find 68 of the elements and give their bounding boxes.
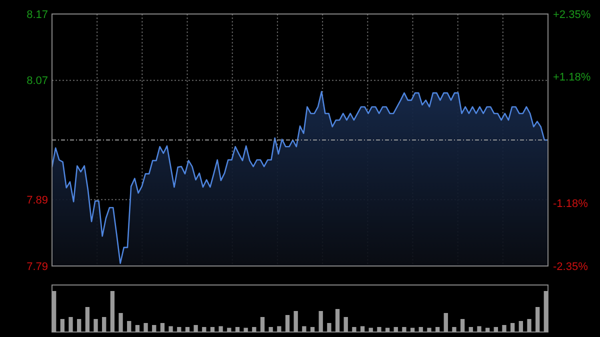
- bar: [285, 315, 290, 332]
- bar: [394, 327, 398, 332]
- bar: [435, 327, 440, 332]
- bar: [402, 327, 406, 332]
- bar: [102, 317, 106, 332]
- bar: [194, 325, 198, 332]
- y-tick-label: 7.79: [26, 260, 48, 273]
- bar: [135, 325, 140, 332]
- bar: [385, 328, 390, 332]
- bar: [294, 311, 298, 332]
- bar: [227, 328, 232, 332]
- bar: [235, 327, 240, 332]
- bar: [344, 317, 348, 332]
- bar: [427, 328, 432, 332]
- bar: [260, 317, 265, 332]
- bar: [468, 327, 473, 332]
- bar: [152, 325, 156, 332]
- bar: [452, 327, 456, 332]
- y-tick-label: 8.07: [26, 75, 48, 88]
- y2-tick-label: +2.35%: [553, 8, 591, 21]
- bar: [302, 326, 306, 332]
- y2-tick-label: -1.18%: [553, 198, 588, 210]
- bar: [444, 313, 448, 332]
- bar: [377, 327, 382, 332]
- bar: [202, 327, 206, 332]
- bar: [360, 326, 365, 332]
- bar: [418, 327, 423, 332]
- bar: [518, 321, 523, 332]
- bar: [527, 319, 532, 332]
- bar: [52, 291, 56, 332]
- bar: [460, 319, 465, 332]
- bar: [177, 327, 182, 332]
- bar: [85, 307, 90, 332]
- bar: [94, 319, 98, 332]
- bar: [477, 326, 482, 332]
- bar: [168, 326, 173, 332]
- bar: [494, 327, 498, 332]
- bar: [160, 323, 165, 332]
- bar: [544, 291, 548, 332]
- bar: [318, 311, 323, 332]
- bar: [268, 327, 273, 332]
- bar: [510, 323, 515, 332]
- y-tick-label: 7.89: [26, 194, 48, 207]
- y-tick-label: 8.17: [26, 8, 48, 21]
- bar: [310, 327, 315, 332]
- bar: [110, 291, 115, 332]
- bar: [210, 327, 215, 332]
- bar: [185, 327, 190, 332]
- bar: [502, 325, 506, 332]
- bar: [68, 317, 73, 332]
- bar: [60, 319, 65, 332]
- y2-tick-label: +1.18%: [553, 72, 591, 84]
- bar: [277, 326, 282, 332]
- bar: [368, 328, 373, 332]
- bar: [77, 319, 82, 332]
- bar: [244, 328, 248, 332]
- bar: [535, 307, 540, 332]
- bar: [218, 326, 223, 332]
- bar: [118, 313, 123, 332]
- y2-tick-label: -2.35%: [553, 260, 588, 273]
- bar: [127, 321, 132, 332]
- bar: [410, 328, 415, 332]
- bar: [327, 323, 332, 332]
- bar: [352, 327, 356, 332]
- bar: [335, 309, 340, 332]
- bar: [252, 327, 256, 332]
- bar: [485, 328, 490, 332]
- bar: [144, 323, 148, 332]
